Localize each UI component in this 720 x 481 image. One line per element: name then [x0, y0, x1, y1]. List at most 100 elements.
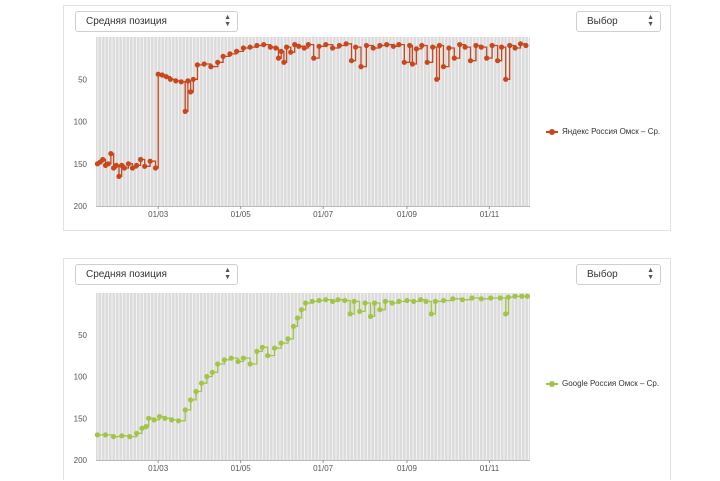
data-point[interactable] — [343, 41, 349, 47]
data-point[interactable] — [188, 89, 194, 95]
data-point[interactable] — [234, 48, 240, 55]
data-point[interactable] — [377, 42, 383, 49]
data-point[interactable] — [330, 298, 336, 304]
data-point[interactable] — [424, 59, 430, 65]
data-point[interactable] — [434, 76, 440, 82]
data-point[interactable] — [142, 163, 148, 169]
data-point[interactable] — [389, 300, 395, 306]
data-point[interactable] — [336, 42, 342, 49]
data-point[interactable] — [273, 45, 279, 51]
data-point[interactable] — [505, 294, 511, 300]
data-point[interactable] — [462, 44, 468, 50]
data-point[interactable] — [220, 53, 226, 60]
data-point[interactable] — [261, 42, 267, 48]
data-point[interactable] — [311, 55, 317, 61]
data-point[interactable] — [342, 297, 348, 304]
metric-select[interactable]: Средняя позиция ▲ ▼ — [75, 264, 238, 285]
data-point[interactable] — [484, 55, 490, 61]
data-point[interactable] — [221, 357, 227, 363]
data-point[interactable] — [512, 293, 518, 299]
data-point[interactable] — [182, 108, 188, 114]
data-point[interactable] — [215, 59, 221, 65]
data-point[interactable] — [159, 72, 165, 78]
data-point[interactable] — [134, 162, 140, 168]
data-point[interactable] — [143, 424, 149, 430]
data-point[interactable] — [309, 298, 315, 304]
data-point[interactable] — [384, 42, 390, 48]
data-point[interactable] — [108, 151, 114, 157]
data-point[interactable] — [357, 308, 363, 314]
data-point[interactable] — [190, 76, 196, 82]
data-point[interactable] — [152, 165, 159, 171]
data-point[interactable] — [265, 353, 271, 359]
data-point[interactable] — [407, 42, 413, 49]
data-point[interactable] — [347, 311, 353, 317]
data-point[interactable] — [292, 42, 298, 48]
data-point[interactable] — [396, 298, 402, 304]
data-point[interactable] — [451, 55, 457, 61]
data-point[interactable] — [404, 297, 410, 304]
data-point[interactable] — [507, 42, 513, 49]
data-point[interactable] — [417, 297, 424, 303]
data-point[interactable] — [147, 158, 153, 164]
data-point[interactable] — [173, 78, 179, 84]
data-point[interactable] — [113, 162, 119, 168]
data-point[interactable] — [450, 296, 456, 302]
data-point[interactable] — [116, 173, 122, 179]
data-point[interactable] — [284, 44, 290, 50]
data-point[interactable] — [139, 425, 145, 431]
data-point[interactable] — [298, 307, 305, 313]
data-point[interactable] — [323, 297, 329, 303]
data-point[interactable] — [259, 344, 265, 350]
data-point[interactable] — [382, 298, 388, 304]
data-point[interactable] — [247, 44, 253, 50]
data-point[interactable] — [125, 161, 131, 167]
data-point[interactable] — [188, 397, 194, 403]
data-point[interactable] — [254, 348, 260, 354]
data-point[interactable] — [146, 415, 152, 421]
data-point[interactable] — [121, 165, 127, 171]
data-point[interactable] — [267, 44, 273, 50]
data-point[interactable] — [367, 313, 374, 319]
data-point[interactable] — [288, 49, 294, 55]
data-point[interactable] — [499, 44, 505, 50]
data-point[interactable] — [111, 434, 117, 440]
data-point[interactable] — [228, 355, 234, 361]
data-point[interactable] — [209, 369, 215, 375]
data-point[interactable] — [423, 298, 429, 304]
data-point[interactable] — [467, 58, 474, 64]
data-point[interactable] — [204, 373, 210, 380]
data-point[interactable] — [194, 62, 200, 68]
data-point[interactable] — [316, 43, 322, 49]
data-point[interactable] — [478, 296, 484, 302]
data-point[interactable] — [358, 64, 364, 70]
legend-item[interactable]: Яндекс Россия Омск – Ср. — [546, 127, 660, 136]
data-point[interactable] — [185, 78, 191, 84]
data-point[interactable] — [290, 323, 296, 329]
data-point[interactable] — [182, 407, 188, 413]
data-point[interactable] — [419, 42, 425, 49]
data-point[interactable] — [281, 59, 287, 65]
data-point[interactable] — [198, 380, 205, 386]
data-point[interactable] — [138, 156, 144, 163]
data-point[interactable] — [275, 55, 282, 61]
data-point[interactable] — [519, 293, 525, 299]
data-point[interactable] — [401, 59, 407, 65]
data-point[interactable] — [469, 295, 475, 301]
data-point[interactable] — [151, 417, 157, 423]
data-point[interactable] — [227, 51, 233, 57]
data-point[interactable] — [348, 58, 355, 64]
data-point[interactable] — [193, 388, 199, 395]
data-point[interactable] — [377, 307, 383, 313]
data-point[interactable] — [285, 336, 291, 342]
data-point[interactable] — [129, 165, 136, 171]
data-point[interactable] — [296, 43, 302, 49]
data-point[interactable] — [163, 74, 169, 80]
data-point[interactable] — [167, 76, 173, 82]
data-point[interactable] — [102, 432, 109, 438]
data-point[interactable] — [497, 295, 503, 301]
data-point[interactable] — [523, 42, 529, 49]
data-point[interactable] — [457, 42, 463, 48]
data-point[interactable] — [235, 358, 241, 365]
data-point[interactable] — [215, 361, 221, 367]
